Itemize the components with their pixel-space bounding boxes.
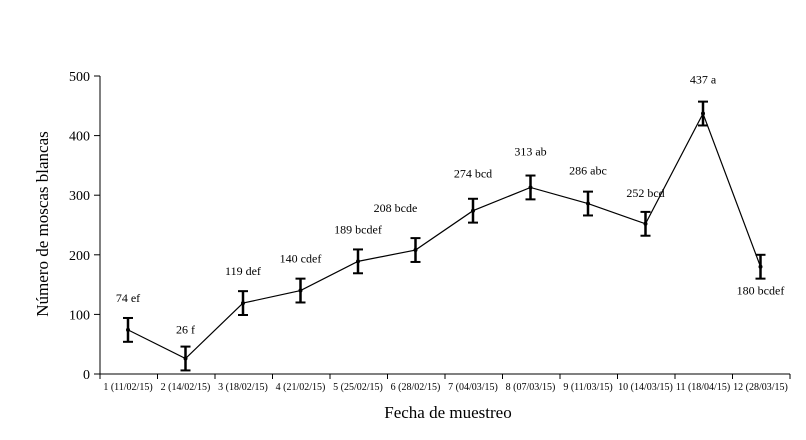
data-point: [701, 111, 705, 116]
data-point: [356, 259, 360, 264]
data-label: 119 def: [225, 264, 261, 278]
data-label: 437 a: [690, 73, 717, 87]
x-tick-label: 5 (25/02/15): [333, 382, 383, 393]
x-axis: 1 (11/02/15) 2 (14/02/15) 3 (18/02/15) 4 (2…: [99, 373, 791, 393]
data-label: 140 cdef: [280, 252, 322, 266]
data-label: 180 bcdef: [737, 284, 785, 298]
x-tick-label: 6 (28/02/15): [391, 382, 441, 393]
data-point: [528, 185, 533, 190]
data-point: [413, 248, 418, 253]
data-point: [183, 356, 188, 361]
y-tick-label: 400: [69, 130, 90, 145]
x-tick-label: 1 (11/02/15): [103, 382, 152, 393]
y-tick-label: 300: [69, 189, 90, 204]
series-line: [127, 112, 762, 360]
y-tick-label: 200: [69, 249, 90, 264]
x-tick-label: 9 (11/03/15): [563, 382, 612, 393]
y-tick-label: 100: [69, 308, 90, 323]
y-tick-label: 500: [69, 70, 90, 85]
x-tick-label: 3 (18/02/15): [218, 382, 268, 393]
x-tick-label: 7 (04/03/15): [448, 382, 498, 393]
x-tick-label: 8 (07/03/15): [506, 382, 556, 393]
data-label: 26 f: [176, 323, 195, 337]
data-point: [643, 221, 648, 226]
data-point: [471, 208, 475, 213]
data-label: 313 ab: [514, 144, 546, 158]
x-tick-label: 11 (18/04/15): [676, 382, 730, 393]
y-tick-label: 0: [83, 368, 90, 383]
data-label: 208 bcde: [374, 201, 418, 215]
data-label: 189 bcdef: [334, 222, 382, 236]
y-axis-title: Número de moscas blancas: [33, 131, 52, 317]
x-tick-label: 2 (14/02/15): [161, 382, 211, 393]
x-axis-title: Fecha de muestreo: [384, 403, 511, 422]
x-tick-label: 10 (14/03/15): [618, 382, 673, 393]
data-label: 252 bcd: [626, 186, 664, 200]
data-point: [126, 327, 130, 332]
plot-area: 74 ef 26 f 119 def 140 cdef 189 bcdef 208 bcd…: [116, 73, 785, 372]
data-point: [758, 264, 763, 269]
x-tick-label: 4 (21/02/15): [276, 382, 326, 393]
data-point: [586, 201, 590, 206]
data-label: 74 ef: [116, 291, 140, 305]
data-point: [241, 301, 245, 306]
data-point: [298, 288, 303, 293]
data-label: 286 abc: [569, 164, 607, 178]
data-label: 274 bcd: [454, 167, 492, 181]
x-tick-label: 12 (28/03/15): [733, 382, 788, 393]
y-axis: 0 100 200 300 400 500: [69, 70, 101, 383]
